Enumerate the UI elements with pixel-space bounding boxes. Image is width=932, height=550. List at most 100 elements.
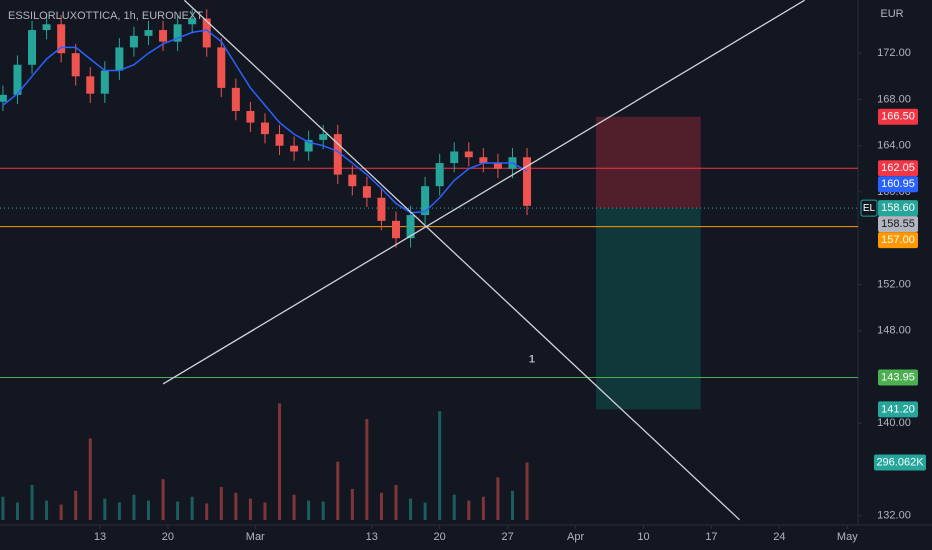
candle-body bbox=[188, 18, 197, 25]
symbol-tag-label: EL bbox=[863, 203, 876, 214]
candle-body bbox=[275, 134, 284, 146]
x-tick-label: Apr bbox=[567, 531, 584, 543]
price-tag bbox=[878, 160, 918, 177]
volume-tag-label: 296.062K bbox=[876, 456, 924, 468]
candle-body bbox=[479, 157, 488, 164]
price-tag-label: 160.95 bbox=[881, 178, 915, 190]
x-tick-label: May bbox=[837, 531, 858, 543]
candle-body bbox=[260, 122, 269, 135]
price-tag bbox=[878, 108, 918, 125]
candle-body bbox=[348, 174, 357, 187]
volume-bar bbox=[59, 504, 63, 520]
x-tick-label: 27 bbox=[501, 531, 513, 543]
candle-body bbox=[464, 151, 473, 158]
volume-bar bbox=[234, 492, 238, 520]
volume-bar bbox=[438, 411, 442, 520]
trend-line bbox=[183, 0, 741, 521]
x-tick-label: 13 bbox=[366, 531, 378, 543]
price-tag-label: 157.00 bbox=[881, 234, 915, 246]
stop-zone bbox=[595, 116, 701, 209]
y-tick-label: 140.00 bbox=[877, 417, 911, 429]
candle-body bbox=[173, 24, 182, 42]
currency: EUR bbox=[880, 8, 903, 20]
price-tag bbox=[878, 216, 918, 233]
volume-bar bbox=[132, 494, 136, 520]
trend-line bbox=[162, 0, 805, 385]
x-tick-label: 10 bbox=[637, 531, 649, 543]
volume-bar bbox=[219, 486, 223, 520]
candle-body bbox=[333, 134, 342, 175]
candle-body bbox=[115, 47, 124, 71]
candle-body bbox=[493, 163, 502, 169]
candle-body bbox=[392, 220, 400, 239]
price-tag bbox=[878, 200, 918, 217]
volume-bar bbox=[88, 438, 92, 520]
volume-bar bbox=[350, 488, 354, 520]
price-tag-label: 158.60 bbox=[881, 202, 915, 214]
price-tag bbox=[878, 232, 918, 249]
candle-body bbox=[217, 47, 226, 88]
volume-bar bbox=[103, 498, 107, 520]
x-tick-label: 24 bbox=[773, 531, 785, 543]
candle-body bbox=[0, 94, 7, 102]
candle-body bbox=[86, 76, 95, 94]
volume-bar bbox=[307, 500, 311, 520]
y-tick-label: 152.00 bbox=[877, 278, 911, 290]
y-tick-label: 172.00 bbox=[877, 47, 911, 59]
candle-body bbox=[159, 30, 168, 42]
price-tag-label: 158.55 bbox=[881, 218, 915, 230]
volume-bar bbox=[292, 494, 296, 520]
y-tick-label: 132.00 bbox=[877, 510, 911, 522]
candle-body bbox=[377, 197, 386, 221]
x-tick-label: Mar bbox=[246, 531, 265, 543]
volume-bar bbox=[30, 485, 34, 520]
volume-bar bbox=[525, 462, 529, 520]
price-tag bbox=[878, 176, 918, 193]
price-tag-label: 143.95 bbox=[881, 371, 915, 383]
symbol-tag bbox=[860, 199, 878, 217]
candle-body bbox=[246, 111, 255, 123]
volume-bar bbox=[117, 502, 121, 520]
candle-body bbox=[28, 30, 37, 65]
volume-bar bbox=[15, 502, 19, 520]
candle-body bbox=[144, 30, 153, 36]
volume-bar bbox=[496, 477, 500, 520]
volume-bar bbox=[423, 502, 427, 520]
candle-body bbox=[231, 87, 240, 112]
volume-bar bbox=[481, 496, 485, 520]
volume-bar bbox=[365, 418, 369, 520]
candle-body bbox=[202, 18, 211, 48]
volume-bar bbox=[74, 490, 78, 520]
volume-bar bbox=[394, 485, 398, 520]
candle-body bbox=[450, 151, 459, 164]
y-tick-label: 164.00 bbox=[877, 140, 911, 152]
candle-body bbox=[362, 186, 371, 198]
candle-body bbox=[304, 139, 313, 152]
x-tick-label: 20 bbox=[162, 531, 174, 543]
volume-bar bbox=[379, 492, 383, 520]
x-tick-label: 20 bbox=[434, 531, 446, 543]
moving-average bbox=[2, 29, 528, 214]
price-tag-label: 141.20 bbox=[881, 403, 915, 415]
candle-body bbox=[290, 145, 299, 152]
volume-bar bbox=[409, 498, 413, 520]
price-tag bbox=[878, 369, 918, 386]
candle-body bbox=[406, 215, 415, 239]
volume-bar bbox=[263, 502, 267, 520]
price-tag-label: 166.50 bbox=[881, 111, 915, 123]
x-tick-label: 13 bbox=[94, 531, 106, 543]
y-tick-label: 168.00 bbox=[877, 93, 911, 105]
annotation: 1 bbox=[529, 354, 535, 366]
volume-bar bbox=[205, 503, 209, 520]
target-zone bbox=[595, 208, 701, 410]
volume-bar bbox=[336, 461, 340, 520]
x-tick-label: 17 bbox=[705, 531, 717, 543]
volume-bar bbox=[321, 501, 325, 520]
volume-bar bbox=[147, 500, 150, 520]
price-tag-label: 162.05 bbox=[881, 162, 915, 174]
volume-bar bbox=[1, 496, 5, 520]
candle-body bbox=[42, 24, 51, 31]
candle-body bbox=[71, 53, 80, 77]
chart-title: ESSILORLUXOTTICA, 1h, EURONEXT bbox=[8, 10, 203, 22]
